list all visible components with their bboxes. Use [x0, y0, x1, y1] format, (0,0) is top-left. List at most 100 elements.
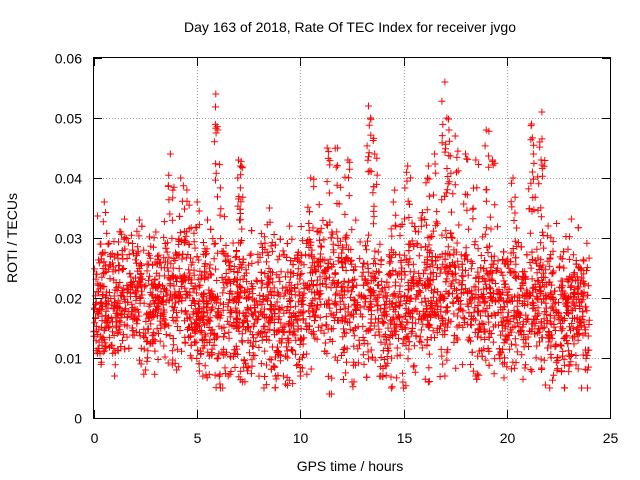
- data-point: [527, 264, 535, 272]
- data-point: [285, 320, 293, 328]
- data-point: [222, 270, 230, 277]
- data-point: [427, 270, 435, 278]
- data-point: [97, 299, 105, 307]
- data-point: [313, 276, 321, 284]
- data-point: [249, 295, 257, 303]
- data-point: [325, 296, 333, 304]
- data-point: [336, 237, 344, 245]
- data-point: [316, 255, 324, 263]
- data-point: [316, 314, 324, 322]
- data-point: [235, 309, 243, 317]
- data-point: [323, 144, 331, 152]
- data-point: [527, 179, 535, 187]
- data-point: [567, 282, 575, 290]
- data-point: [145, 276, 152, 284]
- data-point: [193, 198, 201, 206]
- data-point: [174, 323, 182, 330]
- data-point: [182, 294, 190, 302]
- data-point: [423, 206, 431, 214]
- data-point: [495, 351, 503, 359]
- data-point: [235, 195, 243, 203]
- data-point: [425, 350, 433, 358]
- data-point: [580, 288, 588, 296]
- data-point: [163, 286, 171, 294]
- data-point: [338, 249, 346, 257]
- plot-frame: [93, 57, 611, 419]
- data-point: [155, 330, 162, 337]
- data-point: [185, 225, 193, 233]
- data-point: [379, 372, 387, 380]
- data-point: [218, 274, 226, 282]
- data-point: [497, 318, 505, 326]
- data-point: [201, 362, 209, 370]
- data-point: [232, 304, 240, 312]
- data-point: [287, 303, 295, 311]
- data-point: [262, 381, 270, 389]
- data-point: [315, 201, 323, 209]
- data-point: [332, 163, 340, 171]
- data-point: [252, 338, 260, 345]
- data-point: [331, 144, 339, 152]
- data-point: [530, 175, 537, 183]
- data-point: [123, 333, 131, 341]
- data-point: [474, 307, 481, 315]
- data-point: [309, 269, 317, 277]
- data-point: [518, 300, 526, 308]
- data-point: [195, 221, 203, 229]
- data-point: [487, 268, 495, 276]
- data-point: [569, 334, 576, 342]
- data-point: [195, 207, 203, 215]
- data-point: [244, 304, 252, 312]
- data-point: [283, 240, 291, 247]
- data-point: [244, 364, 252, 372]
- data-point: [481, 257, 489, 265]
- data-point: [424, 162, 432, 170]
- data-point: [583, 239, 591, 247]
- data-point: [374, 294, 382, 302]
- data-point: [459, 307, 467, 315]
- data-point: [380, 356, 388, 363]
- data-point: [526, 327, 533, 335]
- data-point: [232, 342, 240, 350]
- data-point: [584, 384, 591, 392]
- data-point: [464, 271, 472, 279]
- data-point: [265, 204, 273, 212]
- data-point: [486, 285, 494, 293]
- data-point: [116, 279, 124, 286]
- data-point: [292, 313, 300, 320]
- data-point: [230, 353, 238, 360]
- data-point: [195, 305, 203, 313]
- data-point: [467, 289, 475, 297]
- data-point: [116, 299, 124, 307]
- data-point: [170, 183, 178, 191]
- data-point: [348, 226, 356, 234]
- data-point: [164, 258, 172, 266]
- data-point: [270, 363, 278, 371]
- data-point: [441, 192, 449, 200]
- data-point: [449, 190, 457, 198]
- data-point: [164, 267, 172, 275]
- data-point: [327, 234, 335, 242]
- data-point: [342, 241, 350, 249]
- data-point: [547, 320, 555, 328]
- data-point: [260, 323, 268, 331]
- data-point: [346, 325, 354, 333]
- data-point: [102, 343, 110, 350]
- data-point: [248, 356, 256, 364]
- data-point: [115, 238, 122, 246]
- data-point: [164, 359, 172, 367]
- data-point: [538, 108, 546, 116]
- data-point: [224, 252, 232, 260]
- data-point: [377, 338, 385, 346]
- data-point: [90, 332, 98, 340]
- data-point: [340, 376, 347, 383]
- data-point: [508, 179, 515, 187]
- data-point: [175, 288, 183, 296]
- data-point: [126, 270, 134, 278]
- data-point: [330, 248, 338, 256]
- data-point: [442, 189, 450, 197]
- data-point: [500, 303, 508, 311]
- data-point: [477, 325, 484, 333]
- data-point: [351, 263, 359, 271]
- data-point: [258, 300, 266, 308]
